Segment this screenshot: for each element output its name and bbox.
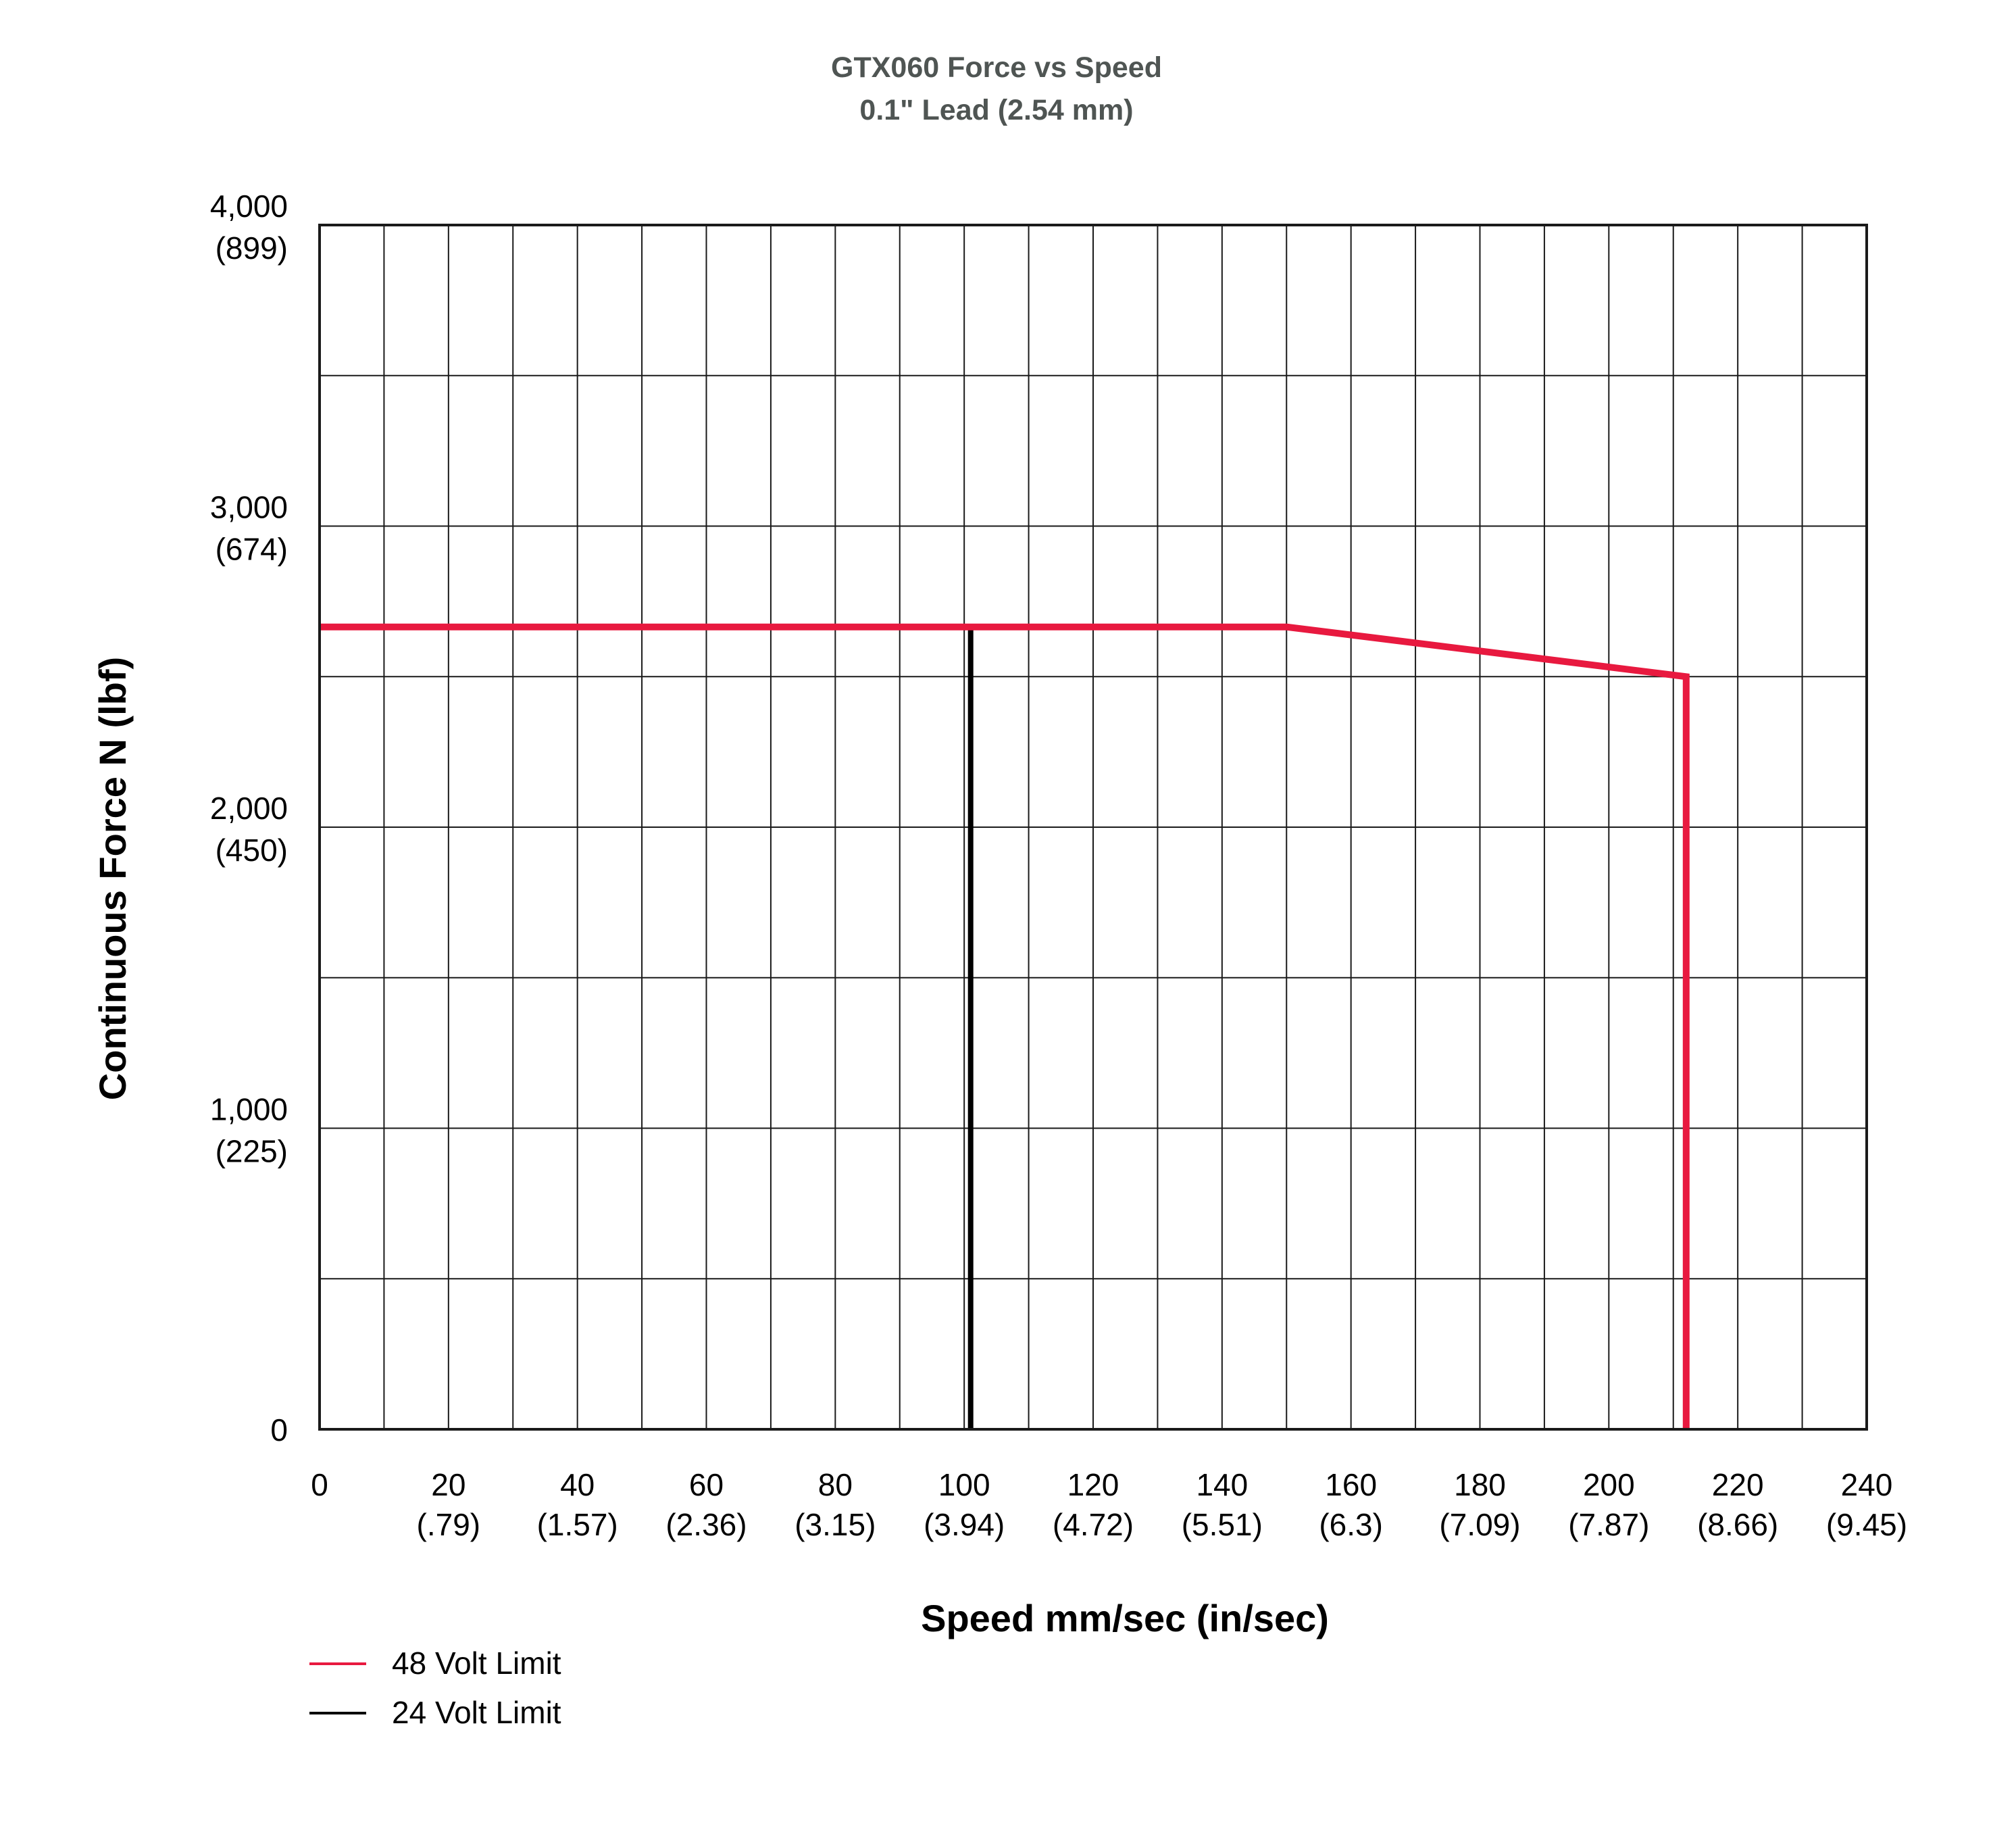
y-tick-labels: 0 1,000 (225) 2,000 (450) 3,000 (674) 4,000 (899… — [210, 189, 288, 1448]
y-tick-sublabel: (899) — [216, 230, 288, 266]
x-tick-label: 40 — [560, 1467, 595, 1502]
x-tick-label: 0 — [311, 1467, 328, 1502]
x-tick-label: 160 — [1325, 1467, 1377, 1502]
plot-frame — [318, 224, 1868, 1431]
legend-label-48-volt: 48 Volt Limit — [392, 1646, 561, 1681]
x-tick-labels: 0 20 (.79) 40 (1.57) 60 (2.36) 80 (3.15) 100 (3.94… — [311, 1467, 1907, 1542]
x-tick-label: 240 — [1841, 1467, 1893, 1502]
x-tick-sublabel: (7.09) — [1439, 1507, 1520, 1542]
chart-subtitle: 0.1" Lead (2.54 mm) — [859, 94, 1133, 126]
x-tick-sublabel: (3.15) — [795, 1507, 876, 1542]
x-tick-sublabel: (7.87) — [1568, 1507, 1649, 1542]
x-tick-sublabel: (6.3) — [1319, 1507, 1383, 1542]
x-tick-label: 120 — [1067, 1467, 1119, 1502]
y-tick-sublabel: (450) — [216, 833, 288, 868]
series-lines — [320, 623, 1690, 1429]
x-tick-sublabel: (.79) — [417, 1507, 481, 1542]
y-tick-label: 2,000 — [210, 791, 288, 826]
y-tick-sublabel: (225) — [216, 1134, 288, 1169]
y-tick-label: 3,000 — [210, 490, 288, 525]
x-tick-label: 20 — [431, 1467, 465, 1502]
y-tick-label: 4,000 — [210, 189, 288, 224]
x-tick-sublabel: (9.45) — [1826, 1507, 1907, 1542]
x-tick-label: 100 — [938, 1467, 990, 1502]
y-tick-label: 1,000 — [210, 1092, 288, 1127]
legend: 48 Volt Limit 24 Volt Limit — [309, 1646, 561, 1730]
series-48-volt-limit-line — [320, 623, 1690, 1429]
x-tick-label: 140 — [1196, 1467, 1248, 1502]
x-tick-sublabel: (2.36) — [665, 1507, 747, 1542]
x-tick-label: 200 — [1583, 1467, 1635, 1502]
x-tick-sublabel: (5.51) — [1182, 1507, 1263, 1542]
x-tick-label: 180 — [1454, 1467, 1506, 1502]
chart-title: GTX060 Force vs Speed — [831, 51, 1162, 84]
x-tick-sublabel: (8.66) — [1697, 1507, 1778, 1542]
y-tick-label: 0 — [270, 1412, 288, 1448]
x-tick-label: 80 — [818, 1467, 853, 1502]
x-axis-title: Speed mm/sec (in/sec) — [921, 1597, 1329, 1639]
x-tick-label: 60 — [689, 1467, 724, 1502]
x-tick-sublabel: (1.57) — [537, 1507, 618, 1542]
x-tick-sublabel: (4.72) — [1053, 1507, 1134, 1542]
y-tick-sublabel: (674) — [216, 532, 288, 567]
x-tick-sublabel: (3.94) — [924, 1507, 1005, 1542]
y-axis-title: Continuous Force N (lbf) — [91, 657, 134, 1100]
legend-label-24-volt: 24 Volt Limit — [392, 1695, 561, 1730]
x-tick-label: 220 — [1712, 1467, 1764, 1502]
grid-lines — [319, 224, 1867, 1430]
